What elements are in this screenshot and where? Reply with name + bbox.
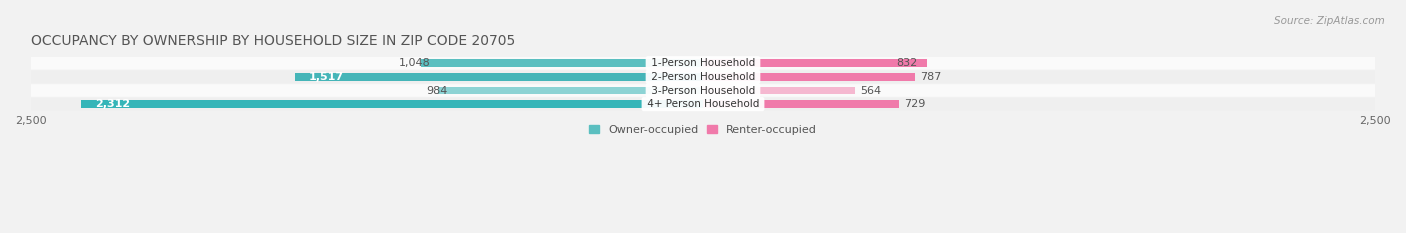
Text: 2,312: 2,312 (94, 99, 129, 109)
Text: 4+ Person Household: 4+ Person Household (644, 99, 762, 109)
Text: 1,048: 1,048 (399, 58, 430, 68)
Bar (82, 100, 703, 108)
Text: 984: 984 (426, 86, 449, 96)
Text: Source: ZipAtlas.com: Source: ZipAtlas.com (1274, 16, 1385, 26)
FancyBboxPatch shape (31, 84, 1375, 97)
Legend: Owner-occupied, Renter-occupied: Owner-occupied, Renter-occupied (589, 125, 817, 135)
FancyBboxPatch shape (31, 57, 1375, 69)
Text: 832: 832 (896, 58, 917, 68)
Text: 3-Person Household: 3-Person Household (648, 86, 758, 96)
Bar (703, 59, 927, 67)
FancyBboxPatch shape (31, 98, 1375, 110)
Text: 2-Person Household: 2-Person Household (648, 72, 758, 82)
Text: 564: 564 (860, 86, 882, 96)
Text: OCCUPANCY BY OWNERSHIP BY HOUSEHOLD SIZE IN ZIP CODE 20705: OCCUPANCY BY OWNERSHIP BY HOUSEHOLD SIZE… (31, 34, 515, 48)
FancyBboxPatch shape (31, 71, 1375, 83)
Bar (439, 86, 703, 94)
Text: 729: 729 (904, 99, 925, 109)
Text: 1,517: 1,517 (308, 72, 343, 82)
Bar (295, 73, 703, 81)
Text: 787: 787 (920, 72, 942, 82)
Bar (703, 100, 898, 108)
Bar (703, 73, 915, 81)
Bar (703, 86, 855, 94)
Text: 1-Person Household: 1-Person Household (648, 58, 758, 68)
Bar (422, 59, 703, 67)
